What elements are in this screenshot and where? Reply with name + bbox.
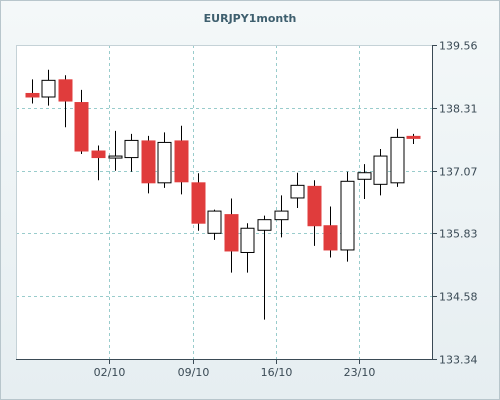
candle-body-up xyxy=(290,184,305,199)
candle-body-up xyxy=(340,180,355,251)
candle-body-down xyxy=(141,140,156,184)
candle-27-10 xyxy=(406,133,421,144)
plot-area xyxy=(16,45,432,359)
y-tick-label: 133.34 xyxy=(439,354,478,367)
candle-24-10 xyxy=(357,164,372,199)
candle-body-down xyxy=(406,135,421,139)
candle-body-down xyxy=(224,214,239,252)
candle-body-up xyxy=(124,139,139,159)
candle-body-up xyxy=(373,155,388,185)
candle-body-down xyxy=(191,182,206,224)
candle-06-10 xyxy=(157,132,172,188)
candle-body-up xyxy=(157,141,172,184)
candle-27-09 xyxy=(41,69,56,106)
candle-05-10 xyxy=(141,135,156,194)
y-tick-label: 135.83 xyxy=(439,228,478,241)
candle-26-10 xyxy=(390,128,405,187)
candle-28-09 xyxy=(58,75,73,128)
candle-body-up xyxy=(357,172,372,180)
y-tick-label: 137.07 xyxy=(439,166,478,179)
candle-07-10 xyxy=(174,125,189,195)
x-tick-label: 16/10 xyxy=(261,366,293,379)
x-tick-label: 02/10 xyxy=(94,366,126,379)
candle-body-down xyxy=(58,79,73,102)
candle-body-down xyxy=(174,140,189,183)
y-tick-label: 134.58 xyxy=(439,291,478,304)
candle-body-up xyxy=(240,227,255,253)
candle-03-10 xyxy=(108,130,123,171)
candle-13-10 xyxy=(240,223,255,273)
candle-body-up xyxy=(257,219,272,231)
candle-25-10 xyxy=(373,148,388,196)
candle-17-10 xyxy=(274,195,289,238)
x-tick-label: 09/10 xyxy=(178,366,210,379)
candle-body-down xyxy=(307,185,322,227)
candle-body-down xyxy=(25,92,40,98)
candle-04-10 xyxy=(124,133,139,172)
candle-body-up xyxy=(390,136,405,184)
candle-30-09 xyxy=(91,145,106,181)
candle-29-09 xyxy=(74,89,89,155)
candles xyxy=(25,69,421,320)
candle-10-10 xyxy=(191,173,206,231)
y-tick-label: 139.56 xyxy=(439,40,478,53)
y-tick-label: 138.31 xyxy=(439,103,478,116)
x-tick-label: 23/10 xyxy=(344,366,376,379)
candle-body-up xyxy=(41,79,56,98)
candle-21-10 xyxy=(340,171,355,262)
candle-12-10 xyxy=(224,198,239,273)
candle-body-up xyxy=(207,210,222,234)
candle-19-10 xyxy=(307,180,322,246)
axes: 139.56 138.31 137.07 135.83 134.58 133.34 02/1… xyxy=(16,40,478,379)
candle-11-10 xyxy=(207,209,222,240)
candle-body-down xyxy=(74,102,89,152)
candle-body-down xyxy=(91,150,106,159)
chart-title: EURJPY1month xyxy=(203,12,297,25)
candle-14-10 xyxy=(257,215,272,320)
candle-body-down xyxy=(323,225,338,251)
candle-body-up xyxy=(274,210,289,221)
candle-20-10 xyxy=(323,206,338,258)
candle-26-09 xyxy=(25,79,40,104)
candle-body-up xyxy=(108,155,123,159)
candle-18-10 xyxy=(290,172,305,209)
